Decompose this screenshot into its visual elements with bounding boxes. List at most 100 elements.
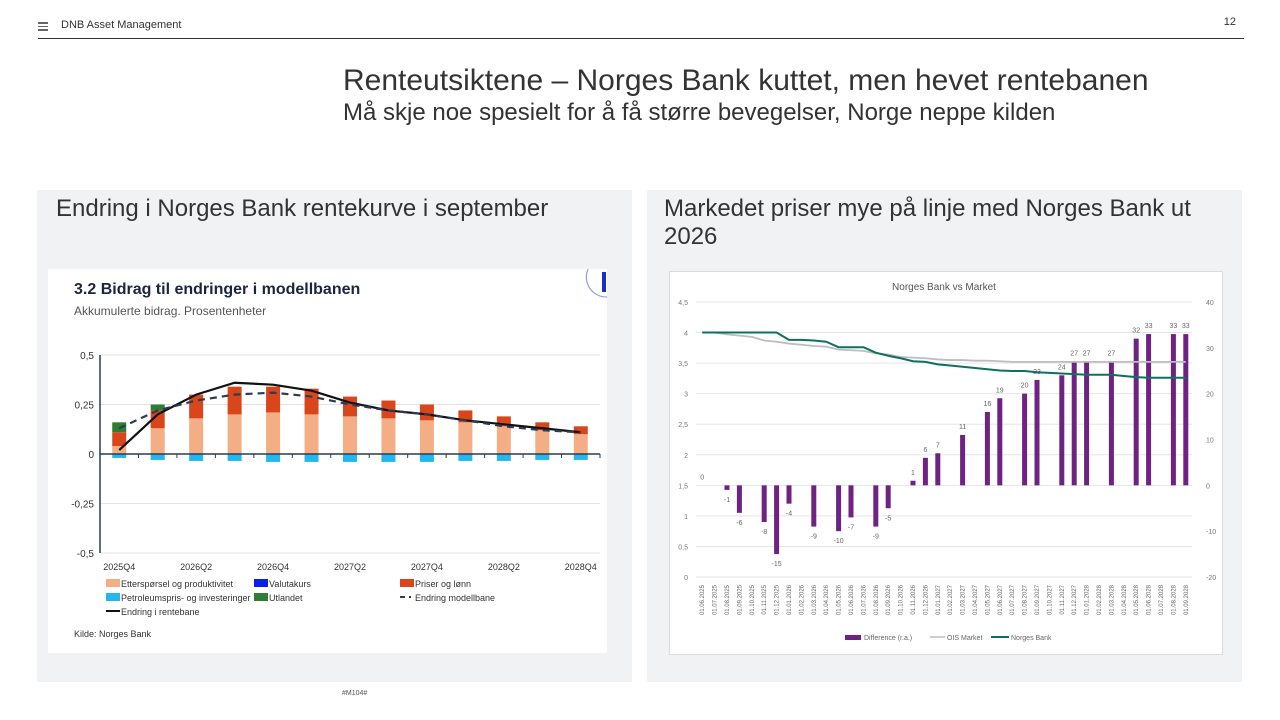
x-tick-label: 01.12.2025 xyxy=(775,584,781,615)
difference-bar xyxy=(1084,361,1090,486)
x-tick-label: 01.08.2026 xyxy=(874,584,880,615)
y-right-tick-label: 10 xyxy=(1206,438,1214,445)
legend-swatch xyxy=(254,579,268,587)
y-left-tick-label: 0 xyxy=(684,575,688,582)
x-tick-label: 01.11.2026 xyxy=(911,584,917,614)
x-tick-label: 2026Q2 xyxy=(180,562,212,572)
x-tick-label: 01.09.2028 xyxy=(1184,584,1190,615)
bar-segment xyxy=(150,410,165,429)
y-right-tick-label: 30 xyxy=(1206,346,1214,353)
bar-segment xyxy=(381,454,396,462)
bar-segment xyxy=(150,428,165,454)
legend-label: Valutakurs xyxy=(269,579,311,589)
bar-segment xyxy=(150,454,165,460)
bar-segment xyxy=(535,422,550,431)
x-tick-label: 01.05.2026 xyxy=(837,584,843,615)
difference-label: 19 xyxy=(996,387,1004,394)
difference-bar xyxy=(1071,361,1077,486)
legend-label: Norges Bank xyxy=(1011,635,1052,642)
difference-bar xyxy=(910,480,916,486)
legend-swatch xyxy=(254,593,268,601)
chart-title: Norges Bank vs Market xyxy=(892,282,996,293)
bar-segment xyxy=(419,404,434,421)
difference-label: 20 xyxy=(1021,383,1029,390)
difference-label: -7 xyxy=(848,524,854,531)
difference-bar xyxy=(922,457,928,486)
bar-segment xyxy=(496,416,511,427)
x-tick-label: 01.03.2028 xyxy=(1109,584,1115,615)
y-left-tick-label: 4,5 xyxy=(678,300,688,307)
difference-label: 33 xyxy=(1182,323,1190,330)
difference-label: 27 xyxy=(1108,351,1116,358)
bar-segment xyxy=(266,454,281,462)
y-right-tick-label: 0 xyxy=(1206,483,1210,490)
difference-label: -5 xyxy=(885,515,891,522)
difference-bar xyxy=(1183,334,1189,486)
y-left-tick-label: 1,5 xyxy=(678,483,688,490)
x-tick-label: 01.04.2027 xyxy=(973,584,979,615)
x-tick-label: 01.09.2027 xyxy=(1035,584,1041,615)
y-tick-label: 0,5 xyxy=(80,351,94,362)
x-tick-label: 01.01.2027 xyxy=(936,584,942,615)
x-tick-label: 01.10.2026 xyxy=(899,584,905,615)
x-tick-label: 01.03.2026 xyxy=(812,584,818,615)
difference-bar xyxy=(885,485,891,509)
y-tick-label: -0,25 xyxy=(71,500,94,511)
slide-header: DNB Asset Management 12 xyxy=(38,16,1244,39)
x-tick-label: 01.08.2027 xyxy=(1023,584,1029,615)
bar-segment xyxy=(112,432,127,447)
left-panel-heading: Endring i Norges Bank rentekurve i septe… xyxy=(56,195,549,222)
x-tick-label: 01.02.2027 xyxy=(948,584,954,615)
y-left-tick-label: 0,5 xyxy=(678,544,688,551)
x-tick-label: 01.01.2028 xyxy=(1085,584,1091,615)
x-tick-label: 2028Q4 xyxy=(565,562,597,572)
x-tick-label: 01.01.2026 xyxy=(787,584,793,615)
bar-segment xyxy=(343,396,357,417)
bar-segment xyxy=(458,410,473,423)
y-left-tick-label: 2,5 xyxy=(678,422,688,429)
bar-segment xyxy=(573,454,588,460)
x-tick-label: 01.12.2027 xyxy=(1072,584,1078,615)
difference-bar xyxy=(774,485,780,555)
page-subtitle: Må skje noe spesielt for å få større bev… xyxy=(343,99,1056,126)
x-tick-label: 01.11.2025 xyxy=(762,584,768,614)
x-tick-label: 01.08.2025 xyxy=(725,584,731,615)
chart-title: 3.2 Bidrag til endringer i modellbanen xyxy=(74,281,360,298)
contribution-chart: 3.2 Bidrag til endringer i modellbanen Ak… xyxy=(71,268,608,639)
difference-label: 6 xyxy=(923,447,927,454)
difference-label: -10 xyxy=(834,538,844,545)
bar-segment xyxy=(496,454,511,461)
x-tick-label: 01.06.2026 xyxy=(849,584,855,615)
x-tick-label: 01.04.2026 xyxy=(824,584,830,615)
difference-label: 16 xyxy=(984,401,992,408)
y-left-tick-label: 3 xyxy=(684,392,688,399)
legend-label: Etterspørsel og produktivitet xyxy=(121,579,234,589)
bar-segment xyxy=(343,454,357,462)
legend-swatch xyxy=(845,635,861,640)
bar-segment xyxy=(573,434,588,454)
legend-label: Endring modellbane xyxy=(415,593,495,603)
bar-segment xyxy=(573,426,588,435)
x-tick-label: 01.05.2028 xyxy=(1134,584,1140,615)
difference-bar xyxy=(1034,379,1040,486)
footer-code: #M104# xyxy=(342,690,368,697)
difference-bar xyxy=(1108,361,1114,486)
bar-segment xyxy=(112,446,127,454)
bar-segment xyxy=(189,454,204,461)
difference-bar xyxy=(1146,334,1152,486)
y-left-tick-label: 4 xyxy=(684,331,688,338)
bar-segment xyxy=(458,422,473,454)
difference-bar xyxy=(724,485,730,490)
logo-arc-icon xyxy=(585,268,608,298)
market-chart: Norges Bank vs Market 0 0,5 1 1,5 2 2,5 3 3,5 4 4,… xyxy=(678,282,1216,642)
difference-bar xyxy=(1059,375,1065,486)
x-tick-label: 01.03.2027 xyxy=(961,584,967,615)
x-tick-label: 2026Q4 xyxy=(257,562,289,572)
difference-bar xyxy=(873,485,879,527)
menu-lines-icon xyxy=(38,22,48,33)
bar-segment xyxy=(496,426,511,454)
x-tick-label: 01.10.2025 xyxy=(750,584,756,615)
legend-label: OIS Market xyxy=(947,635,982,642)
page-number: 12 xyxy=(1223,16,1236,28)
difference-label: -9 xyxy=(811,534,817,541)
